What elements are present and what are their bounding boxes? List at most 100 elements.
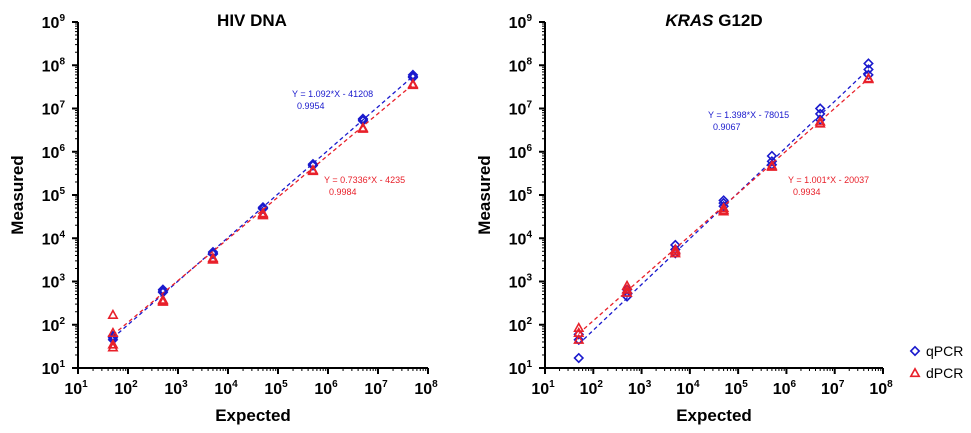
data-point (766, 160, 778, 171)
tick-exponent: 5 (742, 379, 748, 390)
data-point (669, 245, 681, 256)
y-tick-label: 103 (42, 273, 66, 292)
tick-base: 10 (42, 58, 60, 75)
data-point (718, 200, 729, 212)
x-tick-label: 103 (164, 379, 188, 398)
series-qpcr: Y = 1.092*X - 41208 0.9954 (107, 69, 419, 346)
x-tick-label: 102 (580, 379, 604, 398)
tick-exponent: 6 (791, 379, 797, 390)
tick-base: 10 (42, 231, 60, 248)
legend: qPCR dPCR (909, 343, 963, 381)
y-tick-label: 101 (509, 359, 533, 378)
x-tick-label: 106 (773, 379, 797, 398)
data-point (573, 333, 585, 344)
tick-base: 10 (114, 381, 132, 398)
tick-base: 10 (214, 381, 232, 398)
tick-base: 10 (42, 188, 60, 205)
data-point (307, 160, 319, 171)
tick-exponent: 4 (232, 379, 238, 390)
tick-base: 10 (628, 381, 646, 398)
y-tick-label: 105 (509, 186, 533, 205)
legend-label: qPCR (926, 343, 963, 359)
data-point (573, 334, 585, 346)
tick-exponent: 2 (597, 379, 603, 390)
tick-exponent: 3 (182, 379, 188, 390)
tick-base: 10 (364, 381, 382, 398)
tick-exponent: 3 (59, 273, 65, 284)
x-tick-label: 101 (531, 379, 555, 398)
tick-exponent: 2 (132, 379, 138, 390)
tick-exponent: 5 (282, 379, 288, 390)
data-point (107, 326, 119, 338)
tick-exponent: 6 (59, 143, 65, 154)
tick-exponent: 7 (526, 100, 532, 111)
y-tick-label: 109 (509, 13, 533, 32)
tick-base: 10 (773, 381, 791, 398)
data-point (669, 247, 681, 258)
tick-exponent: 7 (59, 100, 65, 111)
x-tick-label: 107 (821, 379, 845, 398)
y-tick-label: 102 (509, 316, 533, 335)
tick-exponent: 7 (839, 379, 845, 390)
y-tick-label: 108 (509, 56, 533, 75)
x-tick-label: 103 (628, 379, 652, 398)
tick-exponent: 8 (526, 56, 532, 67)
fit-r2: 0.9934 (793, 187, 821, 197)
x-tick-label: 106 (314, 379, 338, 398)
tick-base: 10 (42, 145, 60, 162)
legend-marker (909, 367, 921, 378)
y-tick-label: 102 (42, 316, 66, 335)
data-point (257, 209, 269, 220)
series-dpcr: Y = 1.001*X - 20037 0.9934 (573, 72, 875, 344)
x-tick-label: 107 (364, 379, 388, 398)
data-point (407, 79, 419, 90)
data-point (621, 286, 633, 297)
y-axis-label: Measured (8, 155, 27, 234)
tick-base: 10 (42, 275, 60, 292)
fit-equation: Y = 1.092*X - 41208 (292, 89, 373, 99)
fit-equation: Y = 1.001*X - 20037 (788, 175, 869, 185)
data-point (107, 338, 119, 349)
fit-equation: Y = 0.7336*X - 4235 (324, 175, 405, 185)
x-tick-label: 102 (114, 379, 138, 398)
tick-base: 10 (509, 318, 527, 335)
chart-title: KRAS G12D (665, 11, 762, 30)
tick-exponent: 3 (646, 379, 652, 390)
tick-exponent: 3 (526, 273, 532, 284)
legend-marker (909, 345, 921, 357)
y-tick-label: 107 (509, 100, 533, 119)
tick-base: 10 (42, 361, 60, 378)
tick-exponent: 6 (526, 143, 532, 154)
data-point (207, 253, 219, 264)
tick-exponent: 1 (59, 359, 65, 370)
y-tick-label: 106 (509, 143, 533, 162)
x-tick-label: 108 (414, 379, 438, 398)
tick-exponent: 8 (432, 379, 438, 390)
fit-r2: 0.9954 (297, 101, 325, 111)
tick-exponent: 7 (382, 379, 388, 390)
tick-exponent: 9 (59, 13, 65, 24)
tick-base: 10 (509, 145, 527, 162)
data-point (669, 244, 681, 255)
data-point (718, 205, 730, 216)
y-tick-label: 104 (42, 229, 66, 248)
tick-base: 10 (509, 58, 527, 75)
tick-exponent: 4 (694, 379, 700, 390)
tick-base: 10 (164, 381, 182, 398)
legend-item-dpcr: dPCR (909, 365, 963, 381)
data-point (814, 103, 826, 114)
tick-base: 10 (314, 381, 332, 398)
tick-base: 10 (724, 381, 742, 398)
data-point (107, 308, 119, 319)
tick-exponent: 1 (526, 359, 532, 370)
tick-base: 10 (531, 381, 549, 398)
fit-r2: 0.9984 (329, 187, 357, 197)
tick-exponent: 9 (526, 13, 532, 24)
x-tick-label: 104 (214, 379, 238, 398)
data-point (357, 122, 369, 133)
chart-title-part: KRAS (665, 11, 714, 30)
data-point (307, 165, 319, 176)
chart-title-part: G12D (714, 11, 763, 30)
data-point (573, 321, 585, 332)
